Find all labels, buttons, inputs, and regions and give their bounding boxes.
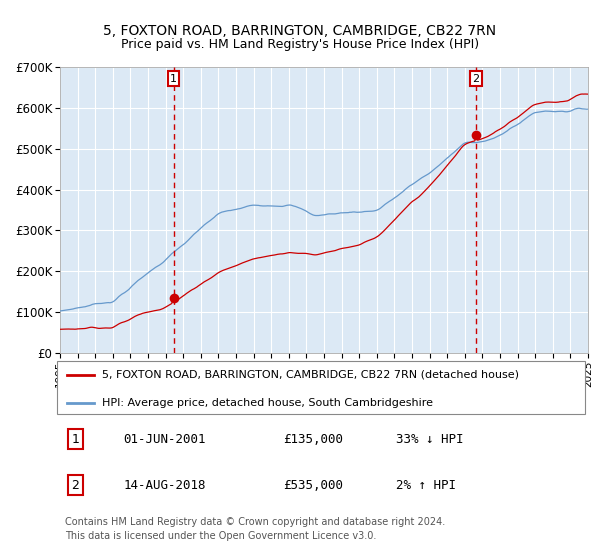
Text: 5, FOXTON ROAD, BARRINGTON, CAMBRIDGE, CB22 7RN (detached house): 5, FOXTON ROAD, BARRINGTON, CAMBRIDGE, C… xyxy=(102,370,519,380)
Text: £535,000: £535,000 xyxy=(284,479,344,492)
Text: 01-JUN-2001: 01-JUN-2001 xyxy=(124,432,206,446)
Text: 5, FOXTON ROAD, BARRINGTON, CAMBRIDGE, CB22 7RN: 5, FOXTON ROAD, BARRINGTON, CAMBRIDGE, C… xyxy=(103,24,497,38)
Text: 2: 2 xyxy=(472,73,479,83)
Text: 33% ↓ HPI: 33% ↓ HPI xyxy=(396,432,463,446)
Text: 14-AUG-2018: 14-AUG-2018 xyxy=(124,479,206,492)
Text: Price paid vs. HM Land Registry's House Price Index (HPI): Price paid vs. HM Land Registry's House … xyxy=(121,38,479,52)
FancyBboxPatch shape xyxy=(56,361,586,414)
Text: Contains HM Land Registry data © Crown copyright and database right 2024.
This d: Contains HM Land Registry data © Crown c… xyxy=(65,517,445,540)
Text: 2% ↑ HPI: 2% ↑ HPI xyxy=(396,479,456,492)
Text: HPI: Average price, detached house, South Cambridgeshire: HPI: Average price, detached house, Sout… xyxy=(102,398,433,408)
Text: 1: 1 xyxy=(170,73,177,83)
Text: £135,000: £135,000 xyxy=(284,432,344,446)
Text: 2: 2 xyxy=(71,479,79,492)
Text: 1: 1 xyxy=(71,432,79,446)
